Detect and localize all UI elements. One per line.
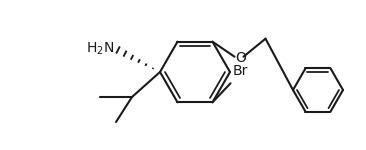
Text: $\mathregular{H_2N}$: $\mathregular{H_2N}$: [86, 41, 114, 57]
Text: Br: Br: [232, 64, 248, 78]
Text: O: O: [235, 51, 246, 65]
